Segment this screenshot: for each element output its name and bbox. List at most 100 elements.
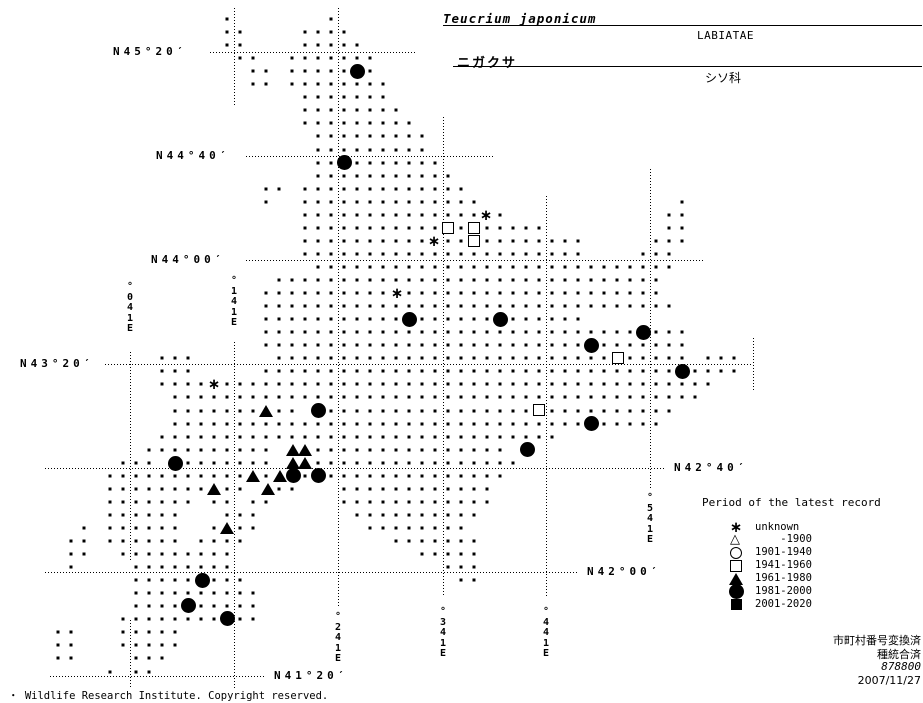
map-mesh-dot [329, 356, 332, 360]
map-mesh-dot [121, 643, 124, 647]
map-mesh-dot [407, 226, 410, 230]
map-mesh-dot [368, 148, 371, 151]
legend-item-label: 1961-1980 [755, 572, 812, 585]
map-mesh-dot [342, 487, 345, 491]
map-mesh-dot [719, 369, 722, 373]
map-mesh-dot [264, 343, 267, 347]
map-mesh-dot [329, 317, 332, 321]
map-mesh-dot [641, 252, 644, 256]
map-mesh-dot [368, 500, 371, 504]
map-mesh-dot [615, 409, 618, 412]
map-mesh-dot [355, 395, 358, 399]
map-mesh-dot [654, 252, 657, 256]
map-mesh-dot [121, 526, 124, 530]
map-mesh-dot [316, 252, 319, 256]
map-mesh-dot [654, 356, 657, 360]
map-mesh-dot [433, 252, 436, 256]
map-mesh-dot [69, 552, 72, 556]
map-mesh-dot [186, 500, 189, 504]
map-mesh-dot [368, 526, 371, 530]
map-mesh-dot [316, 448, 319, 452]
map-mesh-dot [550, 343, 553, 347]
map-mesh-dot [472, 578, 475, 582]
map-mesh-dot [212, 539, 215, 543]
map-mesh-dot [615, 382, 618, 386]
map-mesh-dot [472, 278, 475, 282]
map-mesh-dot [329, 121, 332, 125]
map-mesh-dot [446, 330, 449, 334]
map-mesh-dot [329, 82, 332, 86]
map-mesh-dot [472, 565, 475, 569]
map-mesh-dot [238, 617, 241, 621]
map-mesh-dot [446, 409, 449, 412]
map-mesh-dot [342, 82, 345, 86]
map-mesh-dot [407, 161, 410, 165]
map-mesh-dot [537, 369, 540, 373]
map-mesh-dot [277, 369, 280, 373]
record-marker-circle-filled [285, 467, 301, 483]
map-mesh-dot [316, 30, 319, 34]
header-rule-bottom [453, 66, 922, 67]
map-mesh-dot [251, 617, 254, 621]
map-mesh-dot [498, 304, 501, 308]
map-mesh-dot [329, 252, 332, 256]
map-mesh-dot [199, 617, 202, 621]
record-marker-triangle-filled [286, 444, 300, 456]
map-mesh-dot [459, 382, 462, 386]
map-mesh-dot [381, 435, 384, 439]
map-mesh-dot [355, 278, 358, 282]
map-mesh-dot [576, 409, 579, 412]
legend-symbol-triangle-filled [729, 572, 743, 585]
map-mesh-dot [576, 278, 579, 282]
species-japanese-name: ニガクサ [457, 56, 518, 71]
map-mesh-dot [511, 343, 514, 347]
map-mesh-dot [433, 409, 436, 412]
map-mesh-dot [641, 278, 644, 282]
map-mesh-dot [238, 474, 241, 478]
map-mesh-dot [485, 356, 488, 360]
map-mesh-dot [290, 395, 293, 399]
map-mesh-dot [199, 409, 202, 412]
map-mesh-dot [407, 409, 410, 412]
map-mesh-dot [160, 513, 163, 517]
map-mesh-dot [433, 513, 436, 517]
map-mesh-dot [589, 265, 592, 269]
map-mesh-dot [381, 213, 384, 217]
map-mesh-dot [693, 395, 696, 399]
map-mesh-dot [212, 526, 215, 530]
map-mesh-dot [212, 474, 215, 478]
map-mesh-dot [329, 56, 332, 60]
map-mesh-dot [381, 369, 384, 373]
map-mesh-dot [69, 656, 72, 660]
map-mesh-dot [199, 591, 202, 595]
map-mesh-dot [511, 252, 514, 256]
map-mesh-dot [199, 422, 202, 426]
map-mesh-dot [433, 382, 436, 386]
map-mesh-dot [355, 304, 358, 308]
map-mesh-dot [329, 213, 332, 217]
map-mesh-dot [316, 69, 319, 73]
map-mesh-dot [186, 369, 189, 373]
latitude-line [246, 156, 494, 157]
map-mesh-dot [134, 617, 137, 621]
map-mesh-dot [394, 226, 397, 230]
map-mesh-dot [589, 330, 592, 334]
map-mesh-dot [524, 395, 527, 399]
map-mesh-dot [550, 435, 553, 439]
map-mesh-dot [160, 369, 163, 373]
map-mesh-dot [589, 356, 592, 360]
map-mesh-dot [368, 474, 371, 478]
map-mesh-dot [589, 278, 592, 282]
map-mesh-dot [355, 95, 358, 99]
map-mesh-dot [394, 200, 397, 204]
map-mesh-dot [472, 448, 475, 452]
map-mesh-dot [69, 565, 72, 569]
map-mesh-dot [602, 356, 605, 360]
record-marker-triangle-filled [220, 522, 234, 534]
map-mesh-dot [602, 304, 605, 308]
map-mesh-dot [316, 356, 319, 360]
map-mesh-dot [446, 435, 449, 439]
map-mesh-dot [290, 356, 293, 360]
map-mesh-dot [394, 461, 397, 465]
map-mesh-dot [563, 239, 566, 243]
